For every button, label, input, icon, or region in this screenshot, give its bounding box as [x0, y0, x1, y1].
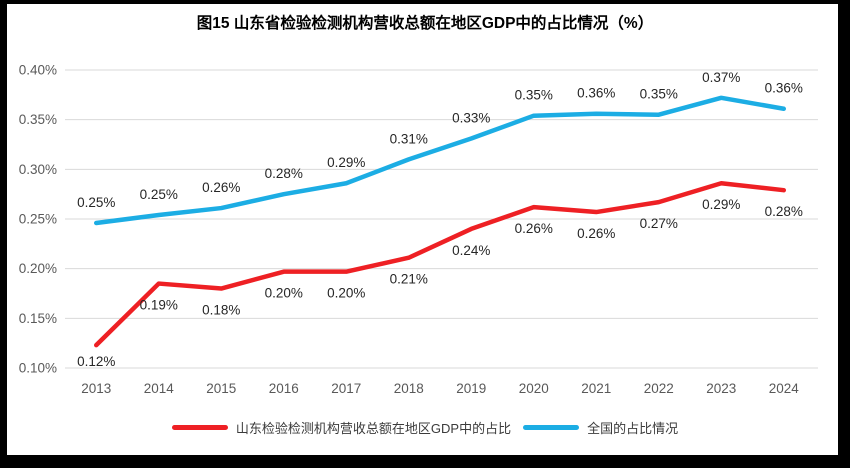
series-line-1: [94, 95, 786, 226]
data-label: 0.20%: [327, 286, 365, 301]
data-label: 0.29%: [702, 197, 740, 212]
y-tick-label: 0.20%: [19, 261, 57, 276]
x-tick-label: 2018: [394, 381, 424, 396]
data-label: 0.19%: [140, 298, 178, 313]
y-tick-label: 0.35%: [19, 112, 57, 127]
y-tick-label: 0.15%: [19, 311, 57, 326]
chart-legend: 山东检验检测机构营收总额在地区GDP中的占比 全国的占比情况: [0, 416, 850, 438]
legend-item-shandong: 山东检验检测机构营收总额在地区GDP中的占比: [171, 418, 512, 437]
legend-label-shandong: 山东检验检测机构营收总额在地区GDP中的占比: [235, 420, 512, 436]
chart-title: 图15 山东省检验检测机构营收总额在地区GDP中的占比情况（%）: [196, 15, 654, 32]
data-label: 0.12%: [77, 354, 115, 369]
x-tick-label: 2020: [519, 381, 549, 396]
data-label: 0.36%: [765, 81, 803, 96]
x-tick-label: 2016: [269, 381, 299, 396]
blue-line-swatch: [523, 424, 580, 430]
series-line-0: [94, 180, 786, 348]
data-label: 0.28%: [265, 166, 303, 181]
y-tick-label: 0.25%: [19, 212, 57, 227]
data-label: 0.27%: [640, 216, 678, 231]
data-label: 0.31%: [390, 131, 428, 146]
legend-label-national: 全国的占比情况: [587, 420, 679, 436]
x-tick-label: 2021: [581, 381, 611, 396]
data-label: 0.36%: [577, 86, 615, 101]
data-label: 0.37%: [702, 70, 740, 85]
data-label: 0.20%: [265, 286, 303, 301]
x-tick-label: 2013: [81, 381, 111, 396]
data-label: 0.33%: [452, 111, 490, 126]
legend-item-national: 全国的占比情况: [523, 418, 678, 437]
data-label: 0.18%: [202, 303, 240, 318]
data-label: 0.26%: [515, 221, 553, 236]
data-label: 0.24%: [452, 243, 490, 258]
data-label: 0.21%: [390, 272, 428, 287]
data-label: 0.29%: [327, 155, 365, 170]
x-tick-label: 2022: [644, 381, 674, 396]
data-label: 0.35%: [640, 87, 678, 102]
x-tick-label: 2019: [456, 381, 486, 396]
red-line-swatch: [171, 424, 228, 430]
x-tick-label: 2015: [206, 381, 236, 396]
y-tick-label: 0.30%: [19, 162, 57, 177]
x-tick-label: 2024: [769, 381, 800, 396]
x-tick-label: 2023: [706, 381, 736, 396]
y-tick-label: 0.10%: [19, 361, 57, 376]
data-label: 0.26%: [202, 180, 240, 195]
x-tick-label: 2017: [331, 381, 361, 396]
data-label: 0.28%: [765, 204, 803, 219]
x-tick-label: 2014: [144, 381, 175, 396]
data-label: 0.26%: [577, 226, 615, 241]
y-tick-label: 0.40%: [19, 63, 57, 78]
data-label: 0.25%: [140, 187, 178, 202]
data-label: 0.35%: [515, 88, 553, 103]
data-label: 0.25%: [77, 195, 115, 210]
